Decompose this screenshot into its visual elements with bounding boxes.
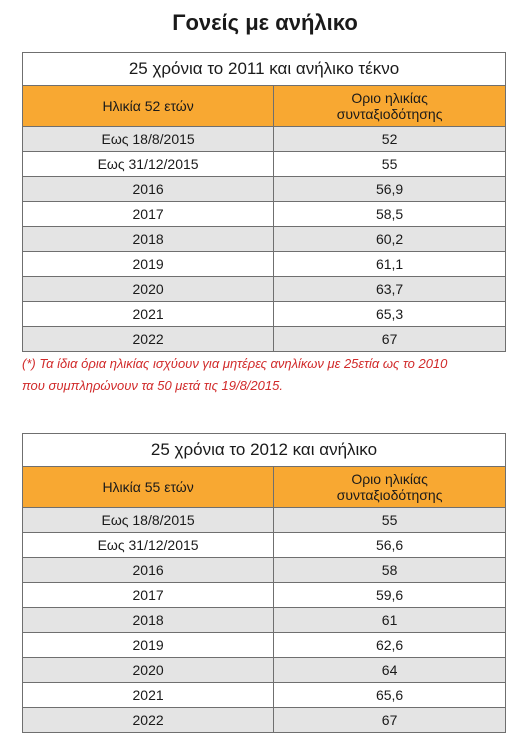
table-row: 2019 61,1 xyxy=(21,251,506,277)
age-column-header: Ηλικία 52 ετών xyxy=(21,85,275,127)
limit-header-line1: Οριο ηλικίας xyxy=(351,471,428,487)
age-column-header: Ηλικία 55 ετών xyxy=(21,466,275,508)
table-row: 2021 65,6 xyxy=(21,682,506,708)
period-cell: 2017 xyxy=(21,582,275,608)
limit-column-header: Οριο ηλικίας συνταξιοδότησης xyxy=(273,85,506,127)
period-cell: 2020 xyxy=(21,276,275,302)
age-limit-cell: 65,3 xyxy=(273,301,506,327)
table-caption-row: 25 χρόνια το 2012 και ανήλικο xyxy=(22,433,506,467)
limit-header-line2: συνταξιοδότησης xyxy=(336,106,443,122)
table-row: 2018 60,2 xyxy=(21,226,506,252)
table-row: Εως 18/8/2015 52 xyxy=(21,126,506,152)
period-cell: 2016 xyxy=(21,557,275,583)
table-caption: 25 χρόνια το 2011 και ανήλικο τέκνο xyxy=(22,52,506,86)
period-cell: 2018 xyxy=(21,226,275,252)
retirement-table-2011: 25 χρόνια το 2011 και ανήλικο τέκνο Ηλικ… xyxy=(21,52,506,352)
footnote-line1: (*) Τα ίδια όρια ηλικίας ισχύουν για μητ… xyxy=(22,356,448,371)
period-cell: Εως 18/8/2015 xyxy=(21,507,275,533)
retirement-table-2012: 25 χρόνια το 2012 και ανήλικο Ηλικία 55 … xyxy=(21,433,506,733)
age-limit-cell: 59,6 xyxy=(273,582,506,608)
table-row: Εως 31/12/2015 56,6 xyxy=(21,532,506,558)
table-caption: 25 χρόνια το 2012 και ανήλικο xyxy=(22,433,506,467)
age-limit-cell: 67 xyxy=(273,707,506,733)
table-body: Εως 18/8/2015 52 Εως 31/12/2015 55 2016 56,9 2… xyxy=(21,126,506,352)
period-cell: 2022 xyxy=(21,707,275,733)
table-row: 2022 67 xyxy=(21,707,506,733)
period-cell: Εως 31/12/2015 xyxy=(21,532,275,558)
age-limit-cell: 61 xyxy=(273,607,506,633)
age-limit-cell: 58,5 xyxy=(273,201,506,227)
page-title: Γονείς με ανήλικο xyxy=(172,10,358,35)
period-cell: Εως 31/12/2015 xyxy=(21,151,275,177)
table-row: Εως 18/8/2015 55 xyxy=(21,507,506,533)
age-limit-cell: 58 xyxy=(273,557,506,583)
age-limit-cell: 63,7 xyxy=(273,276,506,302)
table-row: 2016 56,9 xyxy=(21,176,506,202)
period-cell: 2021 xyxy=(21,301,275,327)
age-limit-cell: 55 xyxy=(273,151,506,177)
table-row: 2020 64 xyxy=(21,657,506,683)
table-body: Εως 18/8/2015 55 Εως 31/12/2015 56,6 2016 58 2… xyxy=(21,507,506,733)
age-limit-cell: 56,9 xyxy=(273,176,506,202)
age-limit-cell: 65,6 xyxy=(273,682,506,708)
period-cell: 2022 xyxy=(21,326,275,352)
table-row: 2021 65,3 xyxy=(21,301,506,327)
age-limit-cell: 62,6 xyxy=(273,632,506,658)
period-cell: Εως 18/8/2015 xyxy=(21,126,275,152)
table-row: 2016 58 xyxy=(21,557,506,583)
table-row: 2018 61 xyxy=(21,607,506,633)
table-row: 2019 62,6 xyxy=(21,632,506,658)
period-cell: 2018 xyxy=(21,607,275,633)
table-row: 2017 59,6 xyxy=(21,582,506,608)
table-row: 2017 58,5 xyxy=(21,201,506,227)
limit-column-header: Οριο ηλικίας συνταξιοδότησης xyxy=(273,466,506,508)
period-cell: 2019 xyxy=(21,251,275,277)
limit-header-line2: συνταξιοδότησης xyxy=(336,487,443,503)
age-limit-cell: 67 xyxy=(273,326,506,352)
period-cell: 2017 xyxy=(21,201,275,227)
age-limit-cell: 64 xyxy=(273,657,506,683)
period-cell: 2016 xyxy=(21,176,275,202)
age-limit-cell: 52 xyxy=(273,126,506,152)
footnote: (*) Τα ίδια όρια ηλικίας ισχύουν για μητ… xyxy=(22,353,512,397)
age-limit-cell: 55 xyxy=(273,507,506,533)
period-cell: 2021 xyxy=(21,682,275,708)
limit-header-line1: Οριο ηλικίας xyxy=(351,90,428,106)
table-header-row: Ηλικία 55 ετών Οριο ηλικίας συνταξιοδότη… xyxy=(21,466,506,508)
table-row: Εως 31/12/2015 55 xyxy=(21,151,506,177)
age-limit-cell: 61,1 xyxy=(273,251,506,277)
age-limit-cell: 60,2 xyxy=(273,226,506,252)
period-cell: 2020 xyxy=(21,657,275,683)
age-limit-cell: 56,6 xyxy=(273,532,506,558)
table-header-row: Ηλικία 52 ετών Οριο ηλικίας συνταξιοδότη… xyxy=(21,85,506,127)
footnote-line2: που συμπληρώνουν τα 50 μετά τις 19/8/201… xyxy=(22,378,283,393)
period-cell: 2019 xyxy=(21,632,275,658)
table-caption-row: 25 χρόνια το 2011 και ανήλικο τέκνο xyxy=(22,52,506,86)
table-row: 2022 67 xyxy=(21,326,506,352)
table-row: 2020 63,7 xyxy=(21,276,506,302)
